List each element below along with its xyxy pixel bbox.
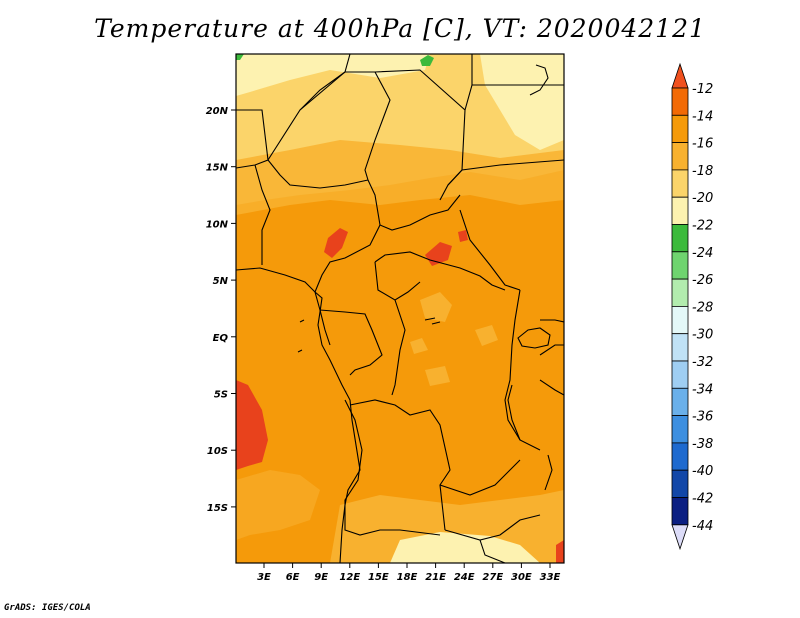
- lat-tick-label: EQ: [213, 333, 229, 344]
- colorbar-level-label: -34: [692, 382, 713, 397]
- colorbar-level-label: -42: [692, 492, 713, 507]
- lon-tick-label: 12E: [339, 572, 360, 583]
- longitude-axis: 3E 6E 9E 12E 15E 18E 21E 24E 27E 30E 33E: [257, 563, 561, 583]
- colorbar-level-label: -36: [692, 410, 713, 425]
- lon-tick-label: 6E: [286, 572, 300, 583]
- colorbar-level-label: -40: [692, 464, 713, 479]
- colorbar: -12 -14 -16 -18 -20 -22 -24 -26 -28 -30 -32 -34 -36 -…: [671, 62, 713, 551]
- colorbar-level-label: -20: [692, 191, 713, 206]
- lat-tick-label: 15N: [206, 163, 229, 174]
- colorbar-level-label: -26: [692, 273, 713, 288]
- field-warm-west: [236, 380, 268, 470]
- field-warm-nigeria: [324, 228, 348, 258]
- lat-tick-label: 20N: [206, 106, 229, 117]
- lon-tick-label: 18E: [397, 572, 418, 583]
- field-pale-south: [390, 532, 540, 563]
- colorbar-swatch: [671, 114, 689, 144]
- colorbar-swatch: [671, 278, 689, 307]
- lat-tick-label: 10N: [206, 219, 229, 230]
- colorbar-swatch: [671, 169, 689, 198]
- map-frame: [235, 53, 565, 564]
- colorbar-level-label: -18: [692, 164, 713, 179]
- colorbar-level-label: -38: [692, 437, 713, 452]
- colorbar-swatch: [671, 415, 689, 444]
- field-green-corner: [236, 54, 244, 60]
- colorbar-swatch: [671, 360, 689, 389]
- colorbar-swatch: [671, 469, 689, 498]
- lon-tick-label: 30E: [511, 572, 532, 583]
- colorbar-level-label: -24: [692, 246, 713, 261]
- colorbar-swatch: [671, 224, 689, 253]
- lon-tick-label: 3E: [257, 572, 271, 583]
- colorbar-level-label: -32: [692, 355, 713, 370]
- colorbar-level-label: -44: [692, 519, 713, 534]
- field-pale-north: [236, 54, 430, 96]
- lat-tick-label: 5S: [214, 390, 228, 401]
- colorbar-swatch: [671, 142, 689, 171]
- colorbar-level-label: -30: [692, 328, 713, 343]
- field-band-southwest: [236, 470, 320, 540]
- lon-tick-label: 15E: [368, 572, 389, 583]
- lat-tick-label: 5N: [213, 276, 229, 287]
- colorbar-level-label: -28: [692, 300, 713, 315]
- colorbar-swatch: [671, 387, 689, 416]
- colorbar-swatch: [671, 251, 689, 280]
- colorbar-level-label: -22: [692, 219, 713, 234]
- colorbar-swatch: [671, 497, 689, 526]
- lat-tick-label: 15S: [207, 503, 228, 514]
- chart-title: Temperature at 400hPa [C], VT: 202004212…: [94, 14, 706, 43]
- lon-tick-label: 33E: [540, 572, 561, 583]
- field-green-north: [420, 55, 434, 66]
- lon-tick-label: 27E: [482, 572, 503, 583]
- credit-text: GrADS: IGES/COLA: [4, 603, 91, 613]
- latitude-axis: 20N 15N 10N 5N EQ 5S 10S 15S: [206, 106, 236, 514]
- colorbar-bottom-arrow: [671, 524, 689, 551]
- field-light-congo: [410, 292, 498, 386]
- colorbar-level-label: -16: [692, 137, 713, 152]
- field-band-sahel: [236, 140, 564, 215]
- lon-tick-label: 9E: [314, 572, 328, 583]
- field-warm-car-east: [458, 230, 468, 242]
- colorbar-swatch: [671, 196, 689, 225]
- lon-tick-label: 24E: [454, 572, 475, 583]
- colorbar-level-label: -12: [692, 82, 713, 97]
- temperature-field: [236, 54, 564, 563]
- lon-tick-label: 21E: [425, 572, 446, 583]
- country-borders: [236, 54, 564, 563]
- colorbar-level-label: -14: [692, 109, 713, 124]
- colorbar-swatch: [671, 442, 689, 471]
- lat-tick-label: 10S: [207, 446, 228, 457]
- coastlines: [236, 64, 553, 563]
- colorbar-top-arrow: [671, 62, 689, 89]
- field-pale-northeast: [480, 54, 564, 150]
- colorbar-swatch: [671, 305, 689, 335]
- field-warm-southeast: [556, 540, 564, 563]
- colorbar-swatch: [671, 333, 689, 362]
- colorbar-swatch: [671, 87, 689, 116]
